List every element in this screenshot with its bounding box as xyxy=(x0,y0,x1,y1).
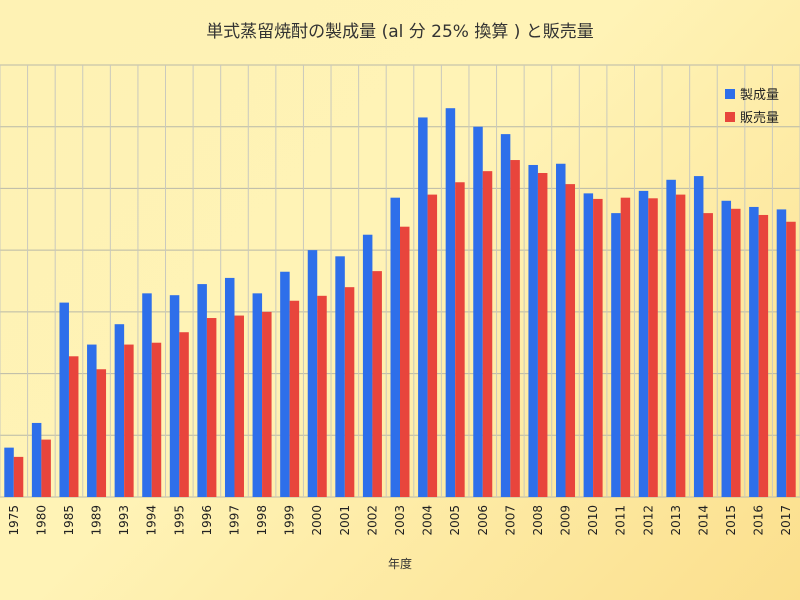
bar-production-1994 xyxy=(142,293,152,497)
bar-production-2013 xyxy=(666,179,676,497)
bar-sales-2000 xyxy=(317,295,327,497)
x-tick-label: 2003 xyxy=(393,505,407,536)
bar-production-1975 xyxy=(4,447,14,497)
legend-swatch xyxy=(725,112,735,122)
bar-sales-2004 xyxy=(427,194,438,497)
bar-sales-1989 xyxy=(96,369,107,497)
bar-sales-2016 xyxy=(758,214,769,498)
bar-sales-1998 xyxy=(262,311,272,497)
bar-production-1980 xyxy=(31,422,42,497)
x-tick-label: 2015 xyxy=(724,505,738,536)
bar-production-2012 xyxy=(638,190,649,497)
bar-sales-2007 xyxy=(510,160,520,498)
bar-sales-2010 xyxy=(593,198,603,498)
x-tick-label: 2008 xyxy=(531,505,545,536)
x-tick-label: 1999 xyxy=(283,505,297,536)
bar-sales-2014 xyxy=(703,213,713,497)
bar-production-2001 xyxy=(335,256,345,497)
bar-production-2003 xyxy=(390,197,400,497)
bar-production-2017 xyxy=(776,209,787,497)
bar-sales-1995 xyxy=(179,332,189,497)
bar-sales-1980 xyxy=(41,439,51,497)
bar-production-1995 xyxy=(169,295,180,497)
bar-sales-2013 xyxy=(675,194,686,497)
x-tick-label: 1985 xyxy=(62,505,76,536)
bar-production-1985 xyxy=(59,302,69,497)
x-tick-label: 2016 xyxy=(752,505,766,536)
chart-title: 単式蒸留焼酎の製成量 (al 分 25% 換算 ) と販売量 xyxy=(206,22,594,42)
x-tick-label: 2006 xyxy=(476,505,490,536)
bar-production-2007 xyxy=(500,134,511,497)
bar-sales-2011 xyxy=(620,197,631,497)
x-tick-label: 1995 xyxy=(172,505,186,536)
x-tick-label: 2009 xyxy=(559,505,573,536)
gridlines xyxy=(0,64,800,498)
bar-production-2004 xyxy=(418,117,428,497)
x-axis-title: 年度 xyxy=(388,556,412,571)
x-tick-label: 1993 xyxy=(117,505,131,536)
bar-production-2006 xyxy=(473,126,483,497)
x-tick-label: 1975 xyxy=(7,505,21,536)
x-tick-labels: 1975 1980 1985 1989 1993 1994 1995 1996 1997 1998… xyxy=(7,505,793,536)
bar-sales-1996 xyxy=(206,318,217,497)
bar-sales-2006 xyxy=(482,171,493,498)
bar-production-1998 xyxy=(252,293,263,497)
x-tick-label: 2010 xyxy=(586,505,600,536)
x-tick-label: 1989 xyxy=(90,505,104,536)
x-tick-label: 2014 xyxy=(696,505,710,536)
bar-sales-2012 xyxy=(648,198,658,497)
bar-sales-2003 xyxy=(400,226,410,498)
bar-production-2009 xyxy=(556,163,566,497)
bar-sales-1975 xyxy=(13,456,24,497)
x-tick-label: 1994 xyxy=(145,505,159,536)
legend-swatch xyxy=(725,89,735,99)
bar-sales-2015 xyxy=(731,208,741,497)
legend-label: 製成量 xyxy=(740,88,779,103)
bar-production-1997 xyxy=(224,277,235,497)
x-tick-label: 2005 xyxy=(448,505,462,536)
bar-production-1996 xyxy=(197,284,207,497)
bar-sales-1994 xyxy=(151,342,162,497)
bar-sales-2001 xyxy=(344,287,355,497)
bar-production-2010 xyxy=(583,193,594,497)
bar-production-2008 xyxy=(528,164,538,497)
x-tick-label: 2002 xyxy=(365,505,379,536)
x-tick-label: 2017 xyxy=(779,505,793,536)
bar-sales-2005 xyxy=(455,182,465,497)
x-tick-label: 2012 xyxy=(641,505,655,536)
bar-production-2011 xyxy=(611,213,621,497)
x-tick-label: 2001 xyxy=(338,505,352,536)
x-tick-label: 1997 xyxy=(227,505,241,536)
x-tick-label: 2004 xyxy=(421,505,435,536)
bar-production-1993 xyxy=(114,324,125,497)
legend-label: 販売量 xyxy=(740,110,779,126)
bar-sales-1993 xyxy=(124,344,134,497)
x-tick-label: 2013 xyxy=(669,505,683,536)
bar-sales-1985 xyxy=(68,356,79,497)
x-tick-label: 1996 xyxy=(200,505,214,536)
bar-production-2000 xyxy=(307,250,318,497)
bar-sales-2002 xyxy=(372,271,382,497)
bar-production-2015 xyxy=(721,200,732,497)
x-tick-label: 1980 xyxy=(34,505,48,536)
bar-production-1989 xyxy=(87,344,97,497)
bar-sales-2009 xyxy=(565,184,576,497)
bar-sales-1999 xyxy=(289,300,300,497)
bar-production-2016 xyxy=(749,206,759,497)
x-tick-label: 2000 xyxy=(310,505,324,536)
bar-production-2005 xyxy=(445,108,456,497)
bar-production-2002 xyxy=(362,234,373,497)
x-tick-label: 1998 xyxy=(255,505,269,536)
x-tick-label: 2011 xyxy=(614,505,628,536)
bars xyxy=(4,108,796,498)
bar-production-2014 xyxy=(693,176,704,498)
x-tick-label: 2007 xyxy=(503,505,517,536)
bar-sales-2008 xyxy=(537,173,548,497)
bar-production-1999 xyxy=(280,271,290,497)
bar-sales-2017 xyxy=(786,221,796,498)
bar-sales-1997 xyxy=(234,315,244,497)
